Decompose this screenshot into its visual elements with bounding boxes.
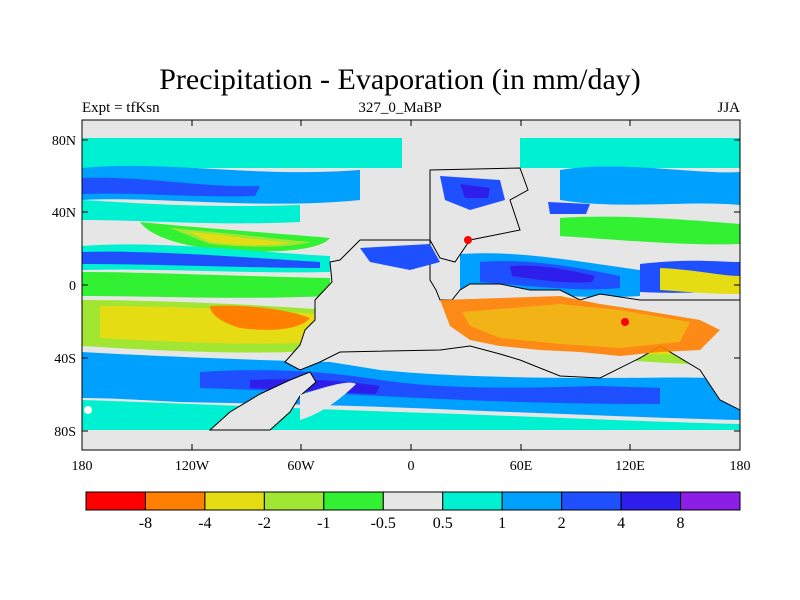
precipitation-field: [82, 120, 740, 450]
colorbar-label: -4: [198, 515, 211, 532]
colorbar-label: 1: [498, 515, 506, 532]
colorbar-swatch: [85, 491, 146, 511]
lon-label-120w: 120W: [175, 459, 210, 474]
colorbar-swatch: [263, 491, 325, 511]
lon-axis: 180 120W 60W 0 60E 120E 180: [72, 120, 751, 474]
field-storm-track-east: [560, 166, 740, 205]
field-southern-storm-core: [200, 370, 660, 404]
lat-label-40n: 40N: [52, 206, 76, 221]
field-tropic-dry-east: [660, 268, 740, 294]
field-white-spot: [84, 406, 92, 414]
land-southern-dry-patch: [300, 382, 356, 420]
map-title: Precipitation - Evaporation (in mm/day): [159, 63, 641, 96]
lat-label-40s: 40S: [54, 352, 76, 367]
field-north-wet-belt: [82, 138, 402, 168]
field-tropic-dry-west: [82, 272, 330, 298]
field-antarctic-interior: [82, 430, 740, 450]
land-wet-north-core: [460, 184, 490, 198]
land-wet-equatorial: [360, 244, 440, 270]
lon-label-180w: 180: [72, 459, 93, 474]
land-dry-interior-edge: [462, 304, 690, 348]
field-storm-track-core: [82, 177, 260, 197]
colorbar-swatch: [501, 491, 563, 511]
lat-label-80s: 80S: [54, 425, 76, 440]
field-itcz-core: [82, 251, 320, 268]
colorbar-label: 2: [558, 515, 566, 532]
colorbar-label: 8: [677, 515, 685, 532]
lat-label-0: 0: [69, 279, 76, 294]
land-dry-peak-north: [464, 236, 472, 244]
field-monsoon-max: [510, 265, 595, 283]
colorbar-swatch: [680, 491, 741, 511]
lon-label-60e: 60E: [510, 459, 533, 474]
colorbar-swatch: [204, 491, 265, 511]
field-subtropic-dry-south-3: [210, 305, 310, 330]
colorbar-label: -0.5: [371, 515, 396, 532]
colorbar-swatch: [561, 491, 622, 511]
season-label: JJA: [717, 100, 740, 116]
field-subtropic-dry-north-east: [560, 216, 740, 245]
colorbar-swatch: [144, 491, 206, 511]
field-subtropic-dry-north-3: [190, 232, 290, 246]
lat-axis: 80N 40N 0 40S 80S: [52, 134, 740, 440]
period-label: 327_0_MaBP: [358, 100, 442, 116]
field-north-wet-belt-east: [520, 138, 740, 168]
colorbar-swatch: [382, 491, 444, 511]
colorbar-label: -8: [139, 515, 152, 532]
colorbar-swatch: [620, 491, 682, 511]
colorbar-swatch: [442, 491, 503, 511]
lon-label-120e: 120E: [615, 459, 645, 474]
colorbar-swatch: [323, 491, 384, 511]
lon-label-180e: 180: [730, 459, 751, 474]
lat-label-80n: 80N: [52, 134, 76, 149]
field-midlat-wet: [82, 200, 300, 224]
land-southern-lobe: [208, 371, 317, 431]
experiment-label: Expt = tfKsn: [82, 100, 160, 116]
colorbar-label: 4: [617, 515, 625, 532]
land-dry-peak: [621, 318, 629, 326]
lon-label-0: 0: [408, 459, 415, 474]
land-wet-ne: [548, 202, 590, 214]
colorbar: -8 -4 -2 -1 -0.5 0.5 1 2 4 8: [85, 491, 741, 532]
colorbar-label: -1: [317, 515, 330, 532]
colorbar-label: -2: [258, 515, 271, 532]
lon-label-60w: 60W: [287, 459, 315, 474]
colorbar-label: 0.5: [433, 515, 453, 532]
